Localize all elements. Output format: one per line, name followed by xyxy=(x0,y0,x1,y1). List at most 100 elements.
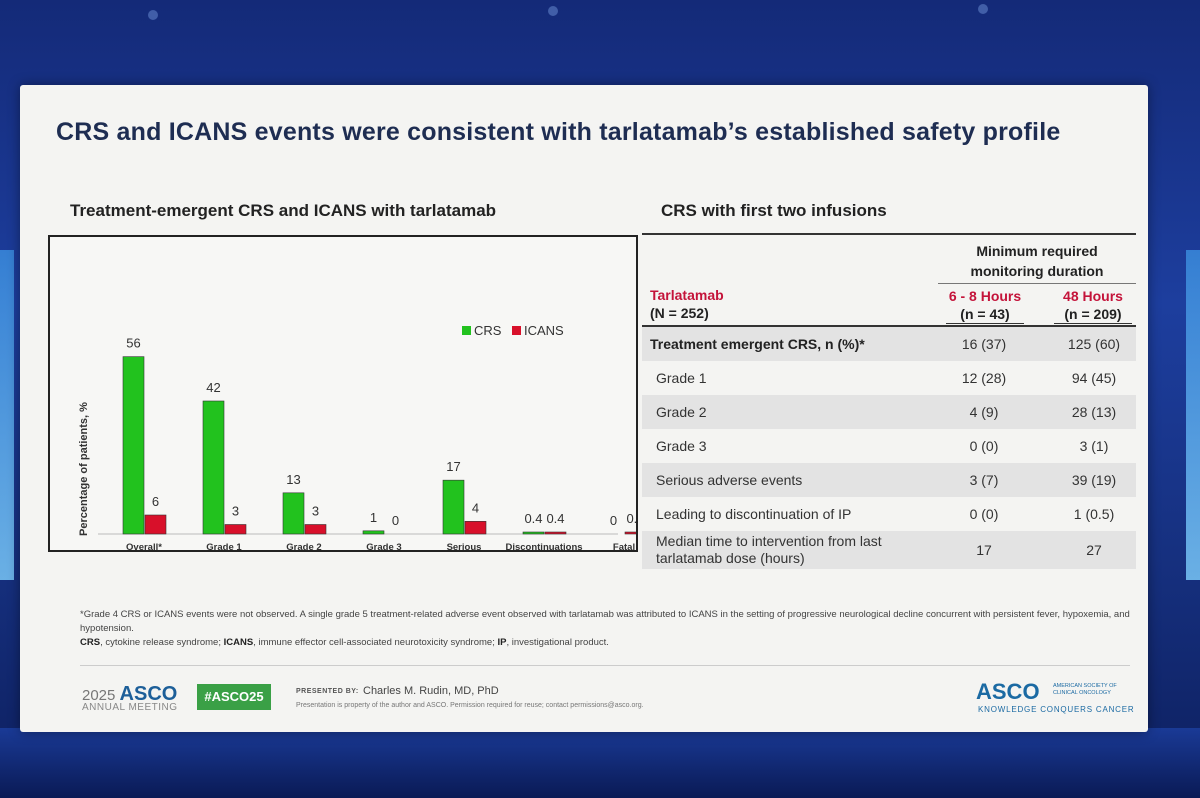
row-label: Grade 2 xyxy=(656,404,707,420)
crs-legend-label: CRS xyxy=(474,323,502,338)
stage-right-panel xyxy=(1186,250,1200,580)
column-n: (n = 43) xyxy=(946,305,1024,324)
crs-bar xyxy=(522,531,545,535)
cell-48-hours: 94 (45) xyxy=(1071,370,1117,386)
column-label: 6 - 8 Hours xyxy=(948,288,1022,304)
meeting-logo: 2025 ASCO xyxy=(82,683,177,706)
data-label: 0.4 xyxy=(524,511,542,526)
data-label: 1 xyxy=(370,510,377,525)
icans-bar xyxy=(464,521,487,535)
x-tick-label: Grade 1 xyxy=(206,542,242,550)
abbr-crs-def: , cytokine release syndrome; xyxy=(100,637,224,648)
table-row: Treatment emergent CRS, n (%)* 16 (37) 1… xyxy=(642,327,1136,361)
icans-bar xyxy=(624,531,636,535)
cell-48-hours: 125 (60) xyxy=(1067,336,1121,352)
data-label: 13 xyxy=(286,472,300,487)
table-row: Grade 1 12 (28) 94 (45) xyxy=(642,361,1136,395)
cell-48-hours: 1 (0.5) xyxy=(1073,506,1115,522)
x-tick-label: Serious xyxy=(447,542,482,550)
row-label: Serious adverse events xyxy=(656,472,803,488)
data-label: 0.4 xyxy=(546,511,564,526)
x-tick-label: Overall* xyxy=(126,542,162,550)
asco-tagline: KNOWLEDGE CONQUERS CANCER xyxy=(978,705,1135,714)
table-row: Grade 2 4 (9) 28 (13) xyxy=(642,395,1136,429)
table-top-rule xyxy=(642,233,1136,235)
data-label: 3 xyxy=(312,504,319,519)
header-divider xyxy=(938,283,1136,284)
data-label: 0 xyxy=(392,513,399,528)
stage-light xyxy=(148,10,158,20)
cell-48-hours: 3 (1) xyxy=(1079,438,1109,454)
crs-legend-swatch xyxy=(462,326,471,335)
cell-6-8-hours: 0 (0) xyxy=(969,438,999,454)
crs-bar xyxy=(362,530,385,535)
table-row: Grade 3 0 (0) 3 (1) xyxy=(642,429,1136,463)
row-label: Median time to intervention from last ta… xyxy=(656,533,882,566)
x-tick-label: Discontinuations xyxy=(505,542,582,550)
presented-by-label: PRESENTED BY: xyxy=(296,688,359,695)
footnote-text: *Grade 4 CRS or ICANS events were not ob… xyxy=(80,609,1130,634)
crs-bar xyxy=(282,492,305,535)
crs-bar xyxy=(122,356,145,535)
crs-bar xyxy=(442,479,465,535)
icans-bar xyxy=(224,524,247,535)
cell-48-hours: 27 xyxy=(1086,542,1102,558)
column-header-48-hours: 48 Hours (n = 209) xyxy=(1048,287,1138,324)
data-label: 4 xyxy=(472,500,479,515)
stage-left-panel xyxy=(0,250,14,580)
cell-6-8-hours: 12 (28) xyxy=(961,370,1007,386)
abbr-ip-def: , investigational product. xyxy=(506,637,609,648)
footer-divider xyxy=(80,665,1130,666)
table-row: Leading to discontinuation of IP 0 (0) 1… xyxy=(642,497,1136,531)
property-notice: Presentation is property of the author a… xyxy=(296,702,644,709)
row-label: Grade 3 xyxy=(656,438,707,454)
data-label: 0 xyxy=(610,513,617,528)
presenter-name: Charles M. Rudin, MD, PhD xyxy=(363,685,499,697)
data-label: 42 xyxy=(206,380,220,395)
stage-floor xyxy=(0,728,1200,798)
meeting-year: 2025 xyxy=(82,687,116,704)
drug-name: Tarlatamab xyxy=(650,287,724,303)
cell-6-8-hours: 16 (37) xyxy=(961,336,1007,352)
column-label: 48 Hours xyxy=(1063,288,1123,304)
chart-title: Treatment-emergent CRS and ICANS with ta… xyxy=(70,201,497,220)
bar-chart: Percentage of patients, % 56 6 Overall* 42 3 G… xyxy=(48,235,638,552)
data-label: 0.4 xyxy=(626,511,636,526)
icans-legend-label: ICANS xyxy=(524,323,564,338)
cell-6-8-hours: 4 (9) xyxy=(969,404,999,420)
bar-chart-svg: Percentage of patients, % 56 6 Overall* 42 3 G… xyxy=(78,323,636,550)
y-axis-label: Percentage of patients, % xyxy=(78,402,90,536)
icans-bar xyxy=(144,514,167,535)
x-tick-label: Grade 2 xyxy=(286,542,321,550)
row-label: Grade 1 xyxy=(656,370,707,386)
column-header-6-8-hours: 6 - 8 Hours (n = 43) xyxy=(940,287,1030,324)
data-label: 17 xyxy=(446,459,460,474)
data-label: 3 xyxy=(232,504,239,519)
abbr-crs: CRS xyxy=(80,637,101,648)
asco-logo: ASCO xyxy=(976,679,1040,704)
stage-light xyxy=(548,6,558,16)
row-label: Treatment emergent CRS, n (%)* xyxy=(650,336,865,352)
x-tick-label: Grade 3 xyxy=(366,542,401,550)
slide-title: CRS and ICANS events were consistent wit… xyxy=(56,118,1061,146)
abbr-icans: ICANS xyxy=(223,637,254,648)
data-label: 6 xyxy=(152,494,159,509)
cell-6-8-hours: 3 (7) xyxy=(969,472,999,488)
x-tick-label: Fatal xyxy=(613,542,635,550)
icans-legend-swatch xyxy=(512,326,521,335)
data-label: 56 xyxy=(126,336,140,351)
cell-48-hours: 28 (13) xyxy=(1071,404,1117,420)
cell-48-hours: 39 (19) xyxy=(1071,472,1117,488)
annual-meeting-label: ANNUAL MEETING xyxy=(82,702,178,713)
crs-bar xyxy=(202,400,225,535)
icans-bar xyxy=(304,524,327,535)
monitoring-duration-header: Minimum required monitoring duration xyxy=(970,243,1104,279)
drug-n: (N = 252) xyxy=(650,305,709,321)
asco-society-name: AMERICAN SOCIETY OF CLINICAL ONCOLOGY xyxy=(1053,683,1117,696)
table-row: Median time to intervention from last ta… xyxy=(642,531,1136,569)
presentation-slide: CRS and ICANS events were consistent wit… xyxy=(20,85,1148,732)
column-n: (n = 209) xyxy=(1054,305,1132,324)
footnote: *Grade 4 CRS or ICANS events were not ob… xyxy=(80,608,1130,650)
hashtag-badge: #ASCO25 xyxy=(197,684,271,710)
header-bottom-rule xyxy=(642,325,1136,327)
